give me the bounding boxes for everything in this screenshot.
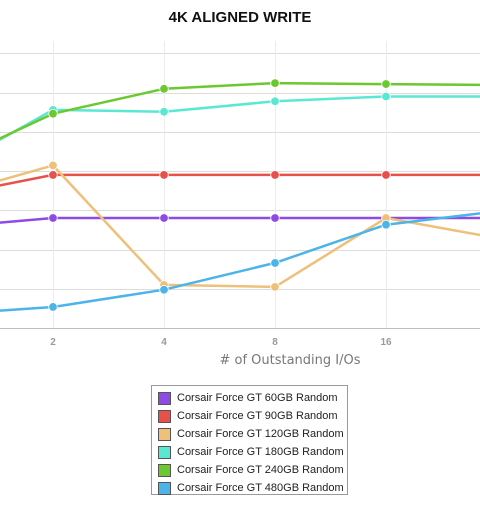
x-axis-tick-labels: 2 4 8 16 [50, 337, 392, 348]
data-point [48, 160, 58, 171]
data-point [159, 170, 169, 180]
chart-series [0, 78, 480, 312]
series-1 [0, 213, 480, 224]
data-point [270, 282, 280, 292]
data-point [270, 78, 280, 88]
data-point [381, 219, 391, 230]
x-tick-label: 8 [272, 337, 278, 348]
data-point [48, 213, 58, 223]
legend-item: Corsair Force GT 90GB Random [158, 407, 347, 425]
grid-lines [0, 41, 480, 329]
x-tick-label: 4 [161, 337, 167, 348]
legend-label: Corsair Force GT 180GB Random [177, 446, 344, 458]
legend-swatch [158, 445, 171, 459]
series-line [0, 95, 480, 142]
legend-swatch [158, 463, 171, 477]
data-point [48, 302, 58, 312]
data-point [159, 84, 169, 94]
data-point [270, 258, 280, 268]
x-axis-label: # of Outstanding I/Os [219, 353, 361, 368]
data-point [270, 170, 280, 180]
data-point [48, 170, 58, 180]
legend-swatch [158, 391, 171, 405]
series-line [0, 164, 480, 289]
data-point [270, 96, 280, 106]
chart-title: 4K ALIGNED WRITE [168, 9, 312, 26]
series-6 [0, 212, 480, 312]
series-line [0, 212, 480, 312]
series-line [0, 216, 480, 224]
data-point [381, 79, 391, 89]
legend-item: Corsair Force GT 480GB Random [158, 479, 347, 497]
series-2 [0, 170, 480, 187]
legend-item: Corsair Force GT 60GB Random [158, 389, 347, 407]
x-tick-label: 2 [50, 337, 56, 348]
legend-label: Corsair Force GT 60GB Random [177, 392, 338, 404]
series-line [0, 81, 480, 140]
legend-label: Corsair Force GT 480GB Random [177, 482, 344, 494]
data-point [381, 170, 391, 180]
series-5 [0, 78, 480, 140]
data-point [48, 109, 58, 119]
legend-swatch [158, 409, 171, 423]
data-point [159, 107, 169, 117]
chart-legend: Corsair Force GT 60GB Random Corsair Forc… [151, 385, 348, 495]
legend-item: Corsair Force GT 180GB Random [158, 443, 347, 461]
legend-label: Corsair Force GT 90GB Random [177, 410, 338, 422]
legend-label: Corsair Force GT 120GB Random [177, 428, 344, 440]
legend-item: Corsair Force GT 120GB Random [158, 425, 347, 443]
data-point [381, 91, 391, 102]
legend-item: Corsair Force GT 240GB Random [158, 461, 347, 479]
series-line [0, 173, 480, 187]
line-chart: 2 4 8 16 [0, 41, 480, 348]
data-point [270, 213, 280, 223]
data-point [159, 285, 169, 295]
data-point [159, 213, 169, 223]
legend-swatch [158, 481, 171, 495]
legend-label: Corsair Force GT 240GB Random [177, 464, 344, 476]
legend-swatch [158, 427, 171, 441]
x-tick-label: 16 [380, 337, 392, 348]
